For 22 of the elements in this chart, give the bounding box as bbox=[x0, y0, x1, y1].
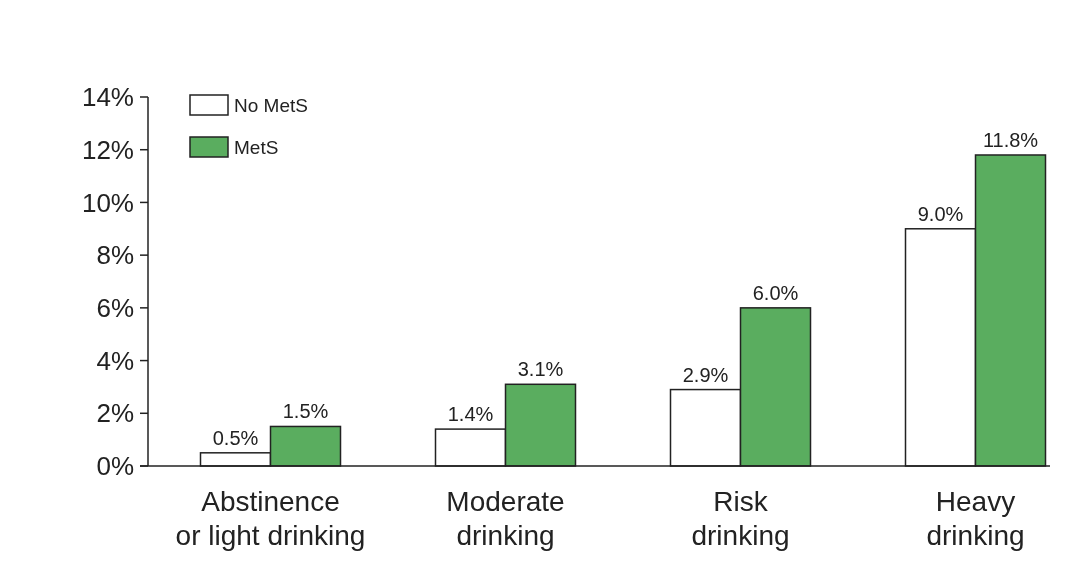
y-tick-label: 12% bbox=[81, 134, 134, 165]
x-tick-label: Heavy drinking bbox=[926, 486, 1025, 551]
data-label: 0.5% bbox=[212, 426, 259, 449]
legend-label: No MetS bbox=[234, 94, 308, 116]
data-label: 1.4% bbox=[447, 403, 494, 426]
legend-label: MetS bbox=[234, 136, 279, 158]
y-tick-label: 8% bbox=[96, 240, 134, 271]
y-tick-label: 6% bbox=[96, 292, 134, 323]
data-label: 1.5% bbox=[282, 400, 329, 423]
x-tick-label: Risk drinking bbox=[691, 486, 790, 551]
data-label: 9.0% bbox=[917, 202, 964, 225]
data-label: 6.0% bbox=[752, 281, 799, 304]
x-tick-label: Abstinence or light drinking bbox=[175, 486, 366, 551]
x-tick-label: Moderate drinking bbox=[446, 486, 565, 551]
y-tick-label: 4% bbox=[96, 345, 134, 376]
data-label: 3.1% bbox=[517, 358, 564, 381]
data-label: 2.9% bbox=[682, 363, 729, 386]
y-tick-label: 14% bbox=[81, 82, 134, 113]
y-tick-label: 0% bbox=[96, 451, 134, 482]
data-label: 11.8% bbox=[982, 128, 1039, 151]
y-tick-label: 10% bbox=[81, 187, 134, 218]
y-tick-label: 2% bbox=[96, 398, 134, 429]
